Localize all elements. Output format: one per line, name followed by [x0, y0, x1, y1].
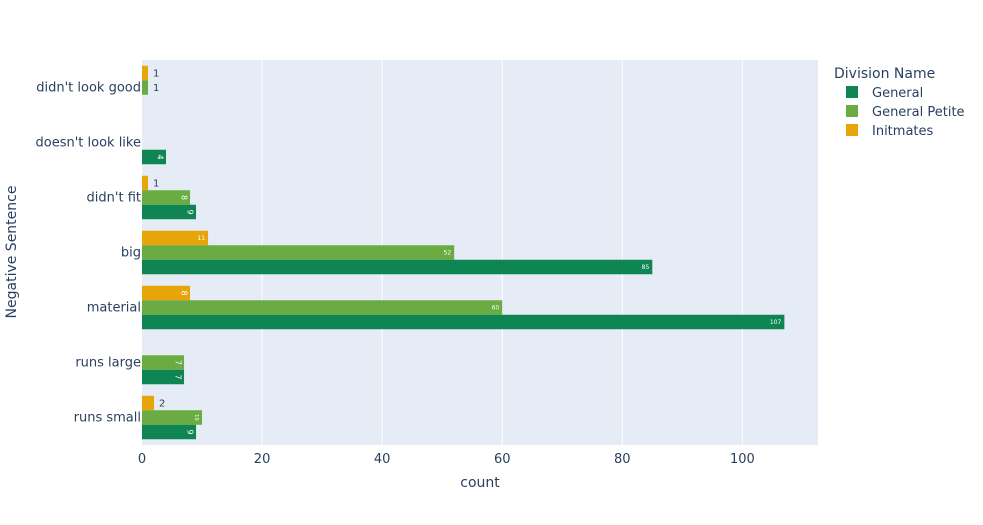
- y-tick-label: runs large: [75, 356, 141, 371]
- x-tick-label: 100: [730, 452, 755, 467]
- y-axis-ticks: didn't look good doesn't look like didn't …: [36, 81, 142, 426]
- bar-value-label: 1: [153, 83, 159, 94]
- x-tick-label: 60: [494, 452, 511, 467]
- bar-value-label: 2: [159, 399, 165, 410]
- bars: [142, 65, 785, 440]
- bar-value-label: 4: [156, 154, 165, 159]
- bar-value-label: 107: [770, 319, 782, 326]
- bar: [142, 175, 149, 191]
- bar: [142, 149, 167, 165]
- bar: [142, 80, 149, 95]
- legend-swatch: [846, 124, 858, 136]
- bar: [142, 395, 155, 411]
- bar: [142, 410, 203, 425]
- y-tick-label: didn't look good: [36, 81, 141, 96]
- bar: [142, 285, 191, 301]
- y-tick-label: doesn't look like: [36, 136, 142, 151]
- legend-swatch: [846, 105, 858, 117]
- bar-value-label: 7: [174, 374, 183, 379]
- bar: [142, 314, 785, 330]
- legend-swatch: [846, 86, 858, 98]
- x-tick-label: 80: [614, 452, 631, 467]
- x-axis-title: count: [460, 475, 500, 491]
- y-axis-title: Negative Sentence: [4, 186, 20, 319]
- legend: Division Name General General Petite Initm…: [834, 66, 965, 139]
- bar: [142, 355, 185, 370]
- x-tick-label: 0: [138, 452, 146, 467]
- y-tick-label: material: [87, 301, 141, 316]
- bar-value-label: 85: [642, 264, 650, 271]
- x-axis-ticks: 0 20 40 60 80 100: [138, 452, 755, 467]
- bar-value-label: 11: [197, 235, 205, 242]
- x-tick-label: 20: [254, 452, 271, 467]
- y-tick-label: big: [121, 246, 141, 261]
- legend-label: General Petite: [872, 105, 965, 120]
- legend-title: Division Name: [834, 66, 935, 82]
- bar: [142, 424, 197, 440]
- bar: [142, 369, 185, 385]
- bar-value-label: 1: [153, 69, 159, 80]
- bar-value-label: 60: [492, 305, 500, 312]
- y-tick-label: didn't fit: [87, 191, 141, 206]
- bar: [142, 65, 149, 81]
- y-tick-label: runs small: [74, 411, 141, 426]
- bar-value-label: 10: [193, 414, 199, 420]
- legend-label: Initmates: [872, 124, 934, 139]
- bar-value-label: 8: [180, 290, 189, 295]
- bar: [142, 245, 455, 260]
- bar-value-label: 52: [444, 250, 452, 257]
- bar: [142, 300, 503, 315]
- bar: [142, 259, 653, 275]
- bar: [142, 204, 197, 220]
- legend-label: General: [872, 86, 923, 101]
- bar-value-label: 9: [186, 429, 195, 434]
- bar-value-label: 8: [180, 195, 189, 200]
- bar-value-label: 7: [174, 360, 183, 365]
- bar-value-label: 1: [153, 179, 159, 190]
- bar: [142, 230, 209, 246]
- bar-value-label: 9: [186, 209, 195, 214]
- bar: [142, 190, 191, 205]
- x-tick-label: 40: [374, 452, 391, 467]
